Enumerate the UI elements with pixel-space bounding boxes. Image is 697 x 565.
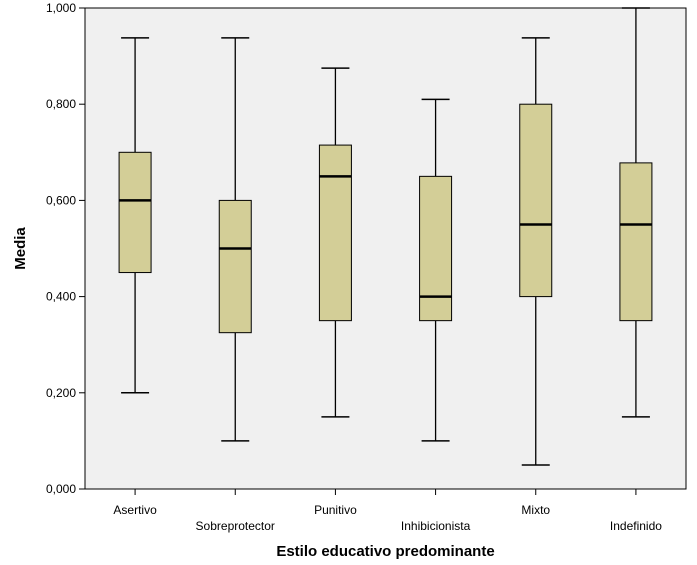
box-sobreprotector	[218, 37, 252, 442]
x-tick-label: Indefinido	[610, 519, 662, 533]
iqr-box	[419, 175, 453, 322]
iqr-box	[118, 151, 152, 274]
x-tick-label: Inhibicionista	[401, 519, 471, 533]
x-tick-label: Sobreprotector	[196, 519, 275, 533]
x-tick-label: Mixto	[521, 503, 550, 517]
boxes-layer	[118, 7, 653, 466]
box-punitivo	[318, 67, 352, 418]
x-tick-label: Punitivo	[314, 503, 357, 517]
y-tick-label: 0,200	[46, 386, 76, 400]
y-tick-label: 0,400	[46, 290, 76, 304]
box-indefinido	[619, 7, 653, 418]
y-tick-label: 0,600	[46, 193, 76, 207]
iqr-box	[318, 144, 352, 322]
y-tick-label: 0,000	[46, 482, 76, 496]
box-asertivo	[118, 37, 152, 394]
axes-layer: 0,000 0,200 0,400 0,600 0,800 1,000 Asertivo So…	[46, 1, 662, 533]
plot-area	[84, 7, 687, 490]
x-tick-label: Asertivo	[113, 503, 157, 517]
y-axis-title: Media	[12, 227, 29, 270]
box-mixto	[519, 37, 553, 466]
y-tick-label: 1,000	[46, 1, 76, 15]
x-axis-title: Estilo educativo predominante	[276, 543, 494, 560]
iqr-box	[619, 162, 653, 322]
iqr-box	[519, 103, 553, 298]
iqr-box	[218, 199, 252, 334]
box-inhibicionista	[419, 98, 453, 442]
y-tick-label: 0,800	[46, 97, 76, 111]
